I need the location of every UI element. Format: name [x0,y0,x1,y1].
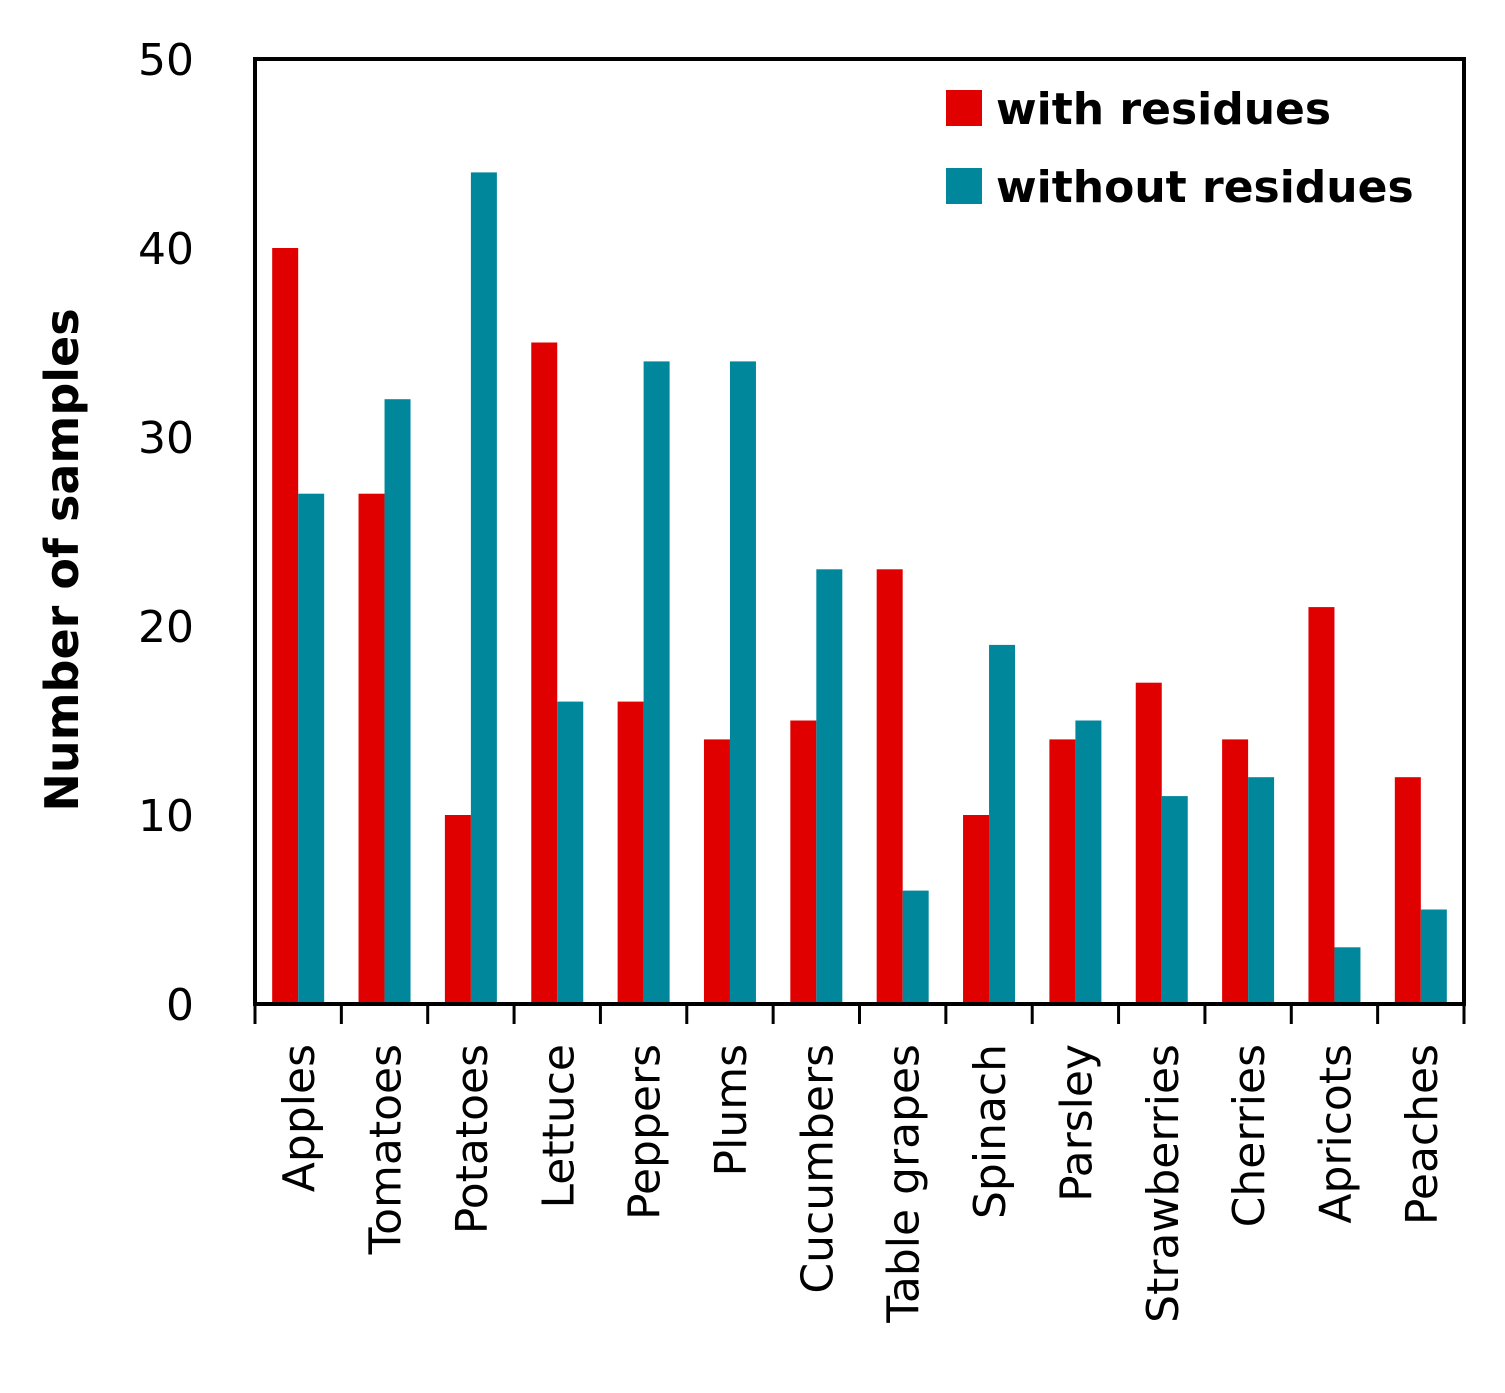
x-category-labels: Apples Tomatoes Potatoes Lettuce Peppers Plum… [274,1044,1448,1324]
bar-with-residues-apples [272,248,299,1004]
y-tick-label: 40 [138,224,194,275]
y-tick-label: 0 [166,980,194,1031]
x-category-label: Peaches [1397,1044,1448,1225]
bar-with-residues-apricots [1308,607,1335,1004]
x-category-label: Apricots [1310,1044,1361,1224]
y-tick-label: 30 [138,413,194,464]
bar-without-residues-potatoes [470,172,497,1004]
bar-with-residues-lettuce [531,342,558,1004]
legend-label-without-residues: without residues [996,162,1414,213]
x-category-label: Table grapes [879,1044,930,1324]
legend: with residues without residues [946,84,1414,213]
x-category-label: Parsley [1051,1044,1102,1202]
x-category-label: Lettuce [533,1044,584,1208]
bar-with-residues-spinach [963,815,990,1004]
x-category-label: Spinach [965,1044,1016,1219]
bar-with-residues-peppers [617,701,644,1004]
bar-without-residues-lettuce [557,701,584,1004]
bar-with-residues-parsley [1049,739,1076,1004]
bar-with-residues-potatoes [444,815,471,1004]
bar-without-residues-cucumbers [816,569,843,1004]
bar-without-residues-apples [298,493,325,1004]
x-category-label: Peppers [620,1044,671,1220]
y-tick-label: 20 [138,602,194,653]
bar-with-residues-plums [703,739,730,1004]
bars-layer [272,172,1447,1004]
x-category-label: Plums [706,1044,757,1176]
bar-with-residues-peaches [1394,777,1421,1004]
y-tick-label: 10 [138,791,194,842]
bar-without-residues-apricots [1334,947,1361,1004]
y-tick-label: 50 [138,35,194,86]
bar-with-residues-cherries [1222,739,1249,1004]
y-tick-labels: 0 10 20 30 40 50 [138,35,194,1031]
bar-with-residues-cucumbers [790,720,817,1004]
x-category-label: Apples [274,1044,325,1192]
bar-without-residues-table-grapes [902,890,929,1004]
x-category-label: Tomatoes [361,1044,412,1255]
bar-without-residues-tomatoes [384,399,411,1004]
bar-without-residues-plums [729,361,756,1004]
x-ticks [253,1004,1466,1024]
x-category-label: Strawberries [1138,1044,1189,1323]
bar-without-residues-cherries [1248,777,1275,1004]
legend-label-with-residues: with residues [996,84,1331,135]
bar-with-residues-strawberries [1135,682,1162,1004]
x-category-label: Potatoes [447,1044,498,1234]
bar-without-residues-peaches [1420,909,1447,1004]
bar-with-residues-tomatoes [358,493,385,1004]
bar-without-residues-spinach [989,644,1016,1004]
bar-without-residues-peppers [643,361,670,1004]
x-category-label: Cherries [1224,1044,1275,1227]
bar-without-residues-strawberries [1161,796,1188,1004]
bar-without-residues-parsley [1075,720,1102,1004]
legend-swatch-with-residues [946,90,982,126]
bar-with-residues-table-grapes [876,569,903,1004]
x-category-label: Cucumbers [792,1044,843,1294]
legend-swatch-without-residues [946,168,982,204]
y-axis-title: Number of samples [35,308,89,811]
